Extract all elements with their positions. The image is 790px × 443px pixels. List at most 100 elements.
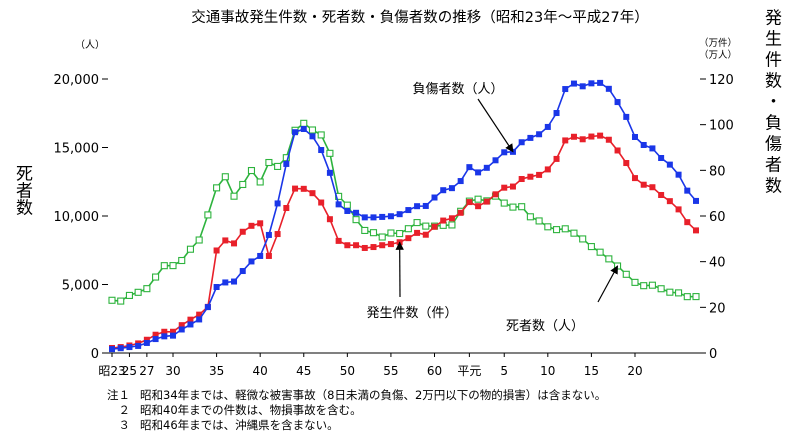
data-point: [222, 237, 229, 244]
data-point: [683, 293, 691, 301]
data-point: [570, 133, 577, 140]
x-tick-label: 35: [209, 364, 224, 378]
data-point: [648, 281, 656, 289]
data-point: [414, 229, 421, 236]
data-point: [649, 145, 656, 152]
data-point: [135, 342, 142, 349]
data-point: [344, 242, 351, 249]
right-axis-unit-1: （万件）: [699, 37, 737, 49]
data-point: [631, 175, 638, 182]
x-tick-label: 25: [122, 364, 137, 378]
data-point: [431, 223, 438, 230]
data-point: [422, 202, 429, 209]
data-point: [553, 155, 560, 162]
data-point: [588, 133, 595, 140]
data-point: [378, 233, 386, 241]
data-point: [239, 268, 246, 275]
data-point: [414, 203, 421, 210]
data-point: [204, 304, 211, 311]
data-point: [579, 83, 586, 90]
data-point: [292, 129, 299, 136]
left-tick-label: 0: [91, 347, 99, 362]
series-2: [109, 79, 699, 353]
data-point: [265, 231, 272, 238]
data-point: [483, 164, 490, 171]
data-point: [143, 285, 151, 293]
data-point: [527, 134, 534, 141]
series-layer: [108, 79, 700, 353]
data-point: [440, 217, 447, 224]
data-point: [170, 328, 177, 335]
right-tick-label: 100: [709, 119, 734, 134]
data-point: [169, 262, 177, 270]
x-tick-label: 平元: [457, 364, 481, 378]
data-point: [247, 166, 256, 175]
annotation-layer: 負傷者数（人） 発生件数（件） 死者数（人）: [366, 82, 619, 334]
left-tick-label: 15,000: [54, 142, 100, 157]
data-point: [326, 169, 333, 176]
right-axis-label: 発生件数・負傷者数: [761, 8, 782, 197]
data-point: [170, 332, 177, 339]
data-point: [614, 147, 621, 154]
data-point: [152, 331, 159, 338]
data-point: [125, 291, 133, 299]
data-point: [466, 199, 473, 206]
data-point: [605, 136, 612, 143]
data-point: [509, 183, 516, 190]
data-point: [518, 176, 525, 183]
x-tick-label: 5: [500, 364, 508, 378]
data-point: [474, 195, 482, 203]
data-point: [361, 226, 369, 235]
data-point: [186, 245, 194, 253]
data-point: [693, 227, 699, 234]
series-annotation-label: 負傷者数（人）: [412, 82, 503, 97]
left-tick-label: 10,000: [54, 210, 100, 225]
data-point: [396, 211, 403, 218]
data-point: [526, 213, 534, 221]
data-point: [178, 326, 185, 333]
data-point: [536, 131, 543, 138]
data-point: [318, 199, 325, 206]
data-point: [231, 240, 238, 247]
x-tick-label: 45: [296, 364, 311, 378]
data-point: [666, 161, 673, 168]
footnote-1: 注１ 昭和34年までは、軽微な被害事故（8日未満の負傷、2万円以下の物的損害）は含…: [92, 388, 606, 403]
data-point: [300, 185, 307, 192]
data-point: [300, 126, 307, 133]
data-point: [257, 220, 264, 227]
data-point: [300, 119, 308, 127]
data-point: [570, 229, 578, 237]
data-point: [684, 219, 691, 226]
data-point: [405, 207, 412, 214]
data-point: [596, 248, 604, 256]
data-point: [561, 225, 569, 233]
data-point: [579, 136, 586, 143]
footnote-3: ３ 昭和46年までは、沖縄県を含まない。: [92, 418, 606, 433]
data-point: [117, 297, 125, 305]
right-tick-label: 80: [709, 164, 726, 179]
left-tick-label: 5,000: [62, 279, 99, 294]
data-point: [684, 187, 691, 194]
data-point: [309, 190, 316, 197]
data-point: [605, 85, 612, 92]
data-point: [239, 228, 246, 235]
data-point: [562, 86, 569, 93]
data-point: [527, 173, 534, 180]
data-point: [605, 255, 613, 263]
data-point: [413, 219, 421, 227]
data-point: [178, 256, 186, 265]
data-point: [143, 336, 150, 343]
axes: 0 5,000 10,000 15,000 20,000 0 20 40 60 80 100 120 昭…: [54, 73, 734, 378]
right-tick-label: 0: [709, 347, 717, 362]
data-point: [579, 235, 587, 243]
data-point: [308, 126, 317, 134]
data-point: [196, 316, 203, 323]
data-point: [353, 209, 360, 216]
x-tick-label: 50: [340, 364, 355, 378]
data-point: [353, 242, 360, 249]
data-point: [248, 222, 255, 229]
left-axis-unit: （人）: [75, 39, 105, 51]
data-point: [369, 229, 378, 237]
footnotes: 注１ 昭和34年までは、軽微な被害事故（8日未満の負傷、2万円以下の物的損害）は含…: [92, 388, 606, 433]
x-tick-label: 55: [383, 364, 398, 378]
